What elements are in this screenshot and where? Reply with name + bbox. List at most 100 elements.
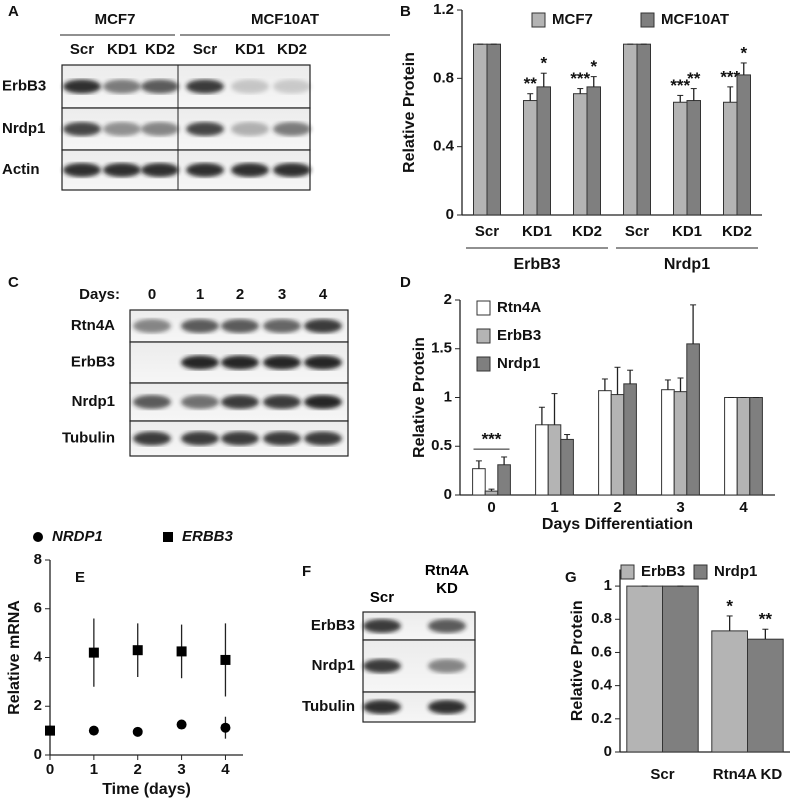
blot-band — [231, 79, 269, 94]
x-axis-title: Days Differentiation — [542, 516, 693, 533]
significance: *** — [482, 430, 502, 449]
blot-band — [63, 122, 101, 136]
blot-row-label: Nrdp1 — [2, 120, 45, 137]
point — [88, 647, 99, 658]
bar — [598, 390, 612, 496]
significance: *** — [720, 67, 740, 86]
blot-band — [181, 431, 219, 446]
legend-swatch — [640, 12, 655, 28]
legend-swatch — [476, 300, 491, 316]
blot-band — [181, 355, 219, 370]
lane-label: KD2 — [277, 41, 307, 58]
blot-row-label: Rtn4A — [71, 317, 115, 334]
y-tick-label: 0 — [604, 743, 612, 760]
blot-band — [428, 619, 466, 633]
blot-row-label: ErbB3 — [2, 77, 46, 94]
bar — [747, 638, 784, 753]
y-tick-label: 0.4 — [591, 677, 613, 694]
x-tick-label: 0 — [487, 499, 495, 516]
x-tick-label: KD2 — [722, 223, 752, 240]
blot-band — [263, 319, 301, 333]
blot-band — [103, 163, 141, 177]
bar — [686, 343, 700, 496]
lane-label: 3 — [278, 286, 286, 303]
y-tick-label: 0.6 — [591, 643, 612, 660]
y-tick-label: 1 — [444, 388, 452, 405]
group-label: ErbB3 — [513, 256, 560, 273]
blot-band — [363, 619, 401, 633]
y-tick-label: 2 — [34, 697, 42, 714]
x-tick-label: 0 — [46, 761, 54, 778]
bar — [535, 424, 549, 496]
significance: ** — [524, 74, 538, 93]
lane-label: 2 — [236, 286, 244, 303]
blot-band — [221, 355, 259, 370]
y-tick-label: 8 — [34, 551, 42, 568]
panel-letter: D — [400, 274, 411, 291]
blot-row-label: Nrdp1 — [312, 657, 355, 674]
blot-band — [186, 79, 224, 94]
blot-band — [273, 79, 311, 94]
bar — [560, 438, 574, 496]
blot-band — [304, 431, 342, 446]
panel-letter: C — [8, 274, 19, 291]
blot-band — [141, 79, 179, 94]
legend-swatch — [476, 356, 491, 372]
group-label: MCF10AT — [251, 11, 319, 28]
blot-band — [181, 395, 219, 409]
blot-band — [263, 431, 301, 446]
bar — [636, 43, 651, 216]
y-tick-label: 0 — [34, 746, 42, 763]
y-tick-label: 0.8 — [433, 69, 454, 86]
blot-row-label: Actin — [2, 161, 40, 178]
bar — [736, 397, 751, 496]
blot-band — [231, 163, 269, 177]
significance: *** — [570, 69, 590, 88]
bar — [626, 585, 663, 753]
blot-band — [133, 319, 171, 333]
lane-label: Scr — [70, 41, 94, 58]
legend-marker — [33, 532, 43, 542]
legend-marker — [163, 532, 173, 542]
blot-band — [221, 319, 259, 333]
bar — [484, 490, 499, 496]
bar — [623, 383, 637, 496]
bar — [610, 394, 625, 496]
legend-swatch — [693, 564, 708, 580]
blot-band — [186, 163, 224, 177]
point — [220, 722, 231, 733]
point — [220, 654, 231, 665]
y-tick-label: 1.2 — [433, 1, 454, 18]
y-tick-label: 0.8 — [591, 610, 612, 627]
legend-label: MCF7 — [552, 11, 593, 28]
legend-label: Rtn4A — [497, 299, 541, 316]
blot-band — [141, 163, 179, 177]
point — [132, 726, 143, 737]
y-tick-label: 0.5 — [431, 437, 452, 454]
blot-band — [141, 122, 179, 136]
blot-band — [263, 395, 301, 409]
significance: * — [540, 54, 547, 73]
blot-band — [133, 431, 171, 446]
blot-band — [103, 122, 141, 136]
significance: *** — [670, 76, 690, 95]
y-axis-title: Relative Protein — [411, 337, 428, 458]
bar — [623, 43, 638, 216]
x-tick-label: Rtn4A KD — [713, 766, 783, 783]
bar — [497, 464, 511, 496]
bar — [749, 397, 763, 496]
y-tick-label: 6 — [34, 600, 42, 617]
lane-label: 4 — [319, 286, 328, 303]
x-tick-label: 3 — [177, 761, 185, 778]
blot-band — [231, 122, 269, 136]
bar — [736, 74, 751, 216]
panel-letter: F — [302, 563, 311, 580]
lane-label: KD2 — [145, 41, 175, 58]
bar — [573, 93, 588, 216]
lane-title: Days: — [79, 286, 120, 303]
legend-label: Nrdp1 — [714, 563, 757, 580]
bar — [686, 100, 701, 216]
significance: ** — [759, 610, 773, 629]
legend-swatch — [531, 12, 546, 28]
